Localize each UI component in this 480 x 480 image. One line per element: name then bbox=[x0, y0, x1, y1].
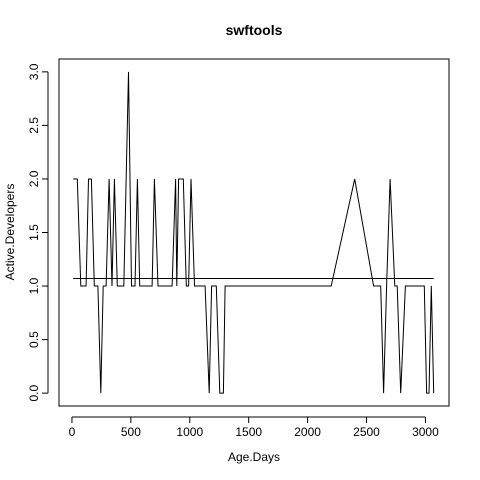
x-tick-label: 0 bbox=[69, 425, 76, 439]
x-tick-label: 3000 bbox=[412, 425, 439, 439]
y-axis-label: Active.Developers bbox=[3, 184, 17, 281]
chart-title: swftools bbox=[226, 22, 283, 38]
y-tick-label: 0.0 bbox=[27, 384, 41, 401]
y-tick-label: 2.0 bbox=[27, 170, 41, 187]
x-axis: 0 500 1000 1500 2000 2500 3000 bbox=[69, 416, 439, 439]
x-tick-label: 1500 bbox=[235, 425, 262, 439]
y-tick-label: 1.5 bbox=[27, 224, 41, 241]
x-axis-label: Age.Days bbox=[228, 450, 280, 464]
x-tick-label: 2000 bbox=[294, 425, 321, 439]
y-tick-label: 3.0 bbox=[27, 63, 41, 80]
y-tick-label: 0.5 bbox=[27, 331, 41, 348]
x-tick-label: 500 bbox=[121, 425, 141, 439]
y-tick-label: 1.0 bbox=[27, 277, 41, 294]
y-axis: 0.0 0.5 1.0 1.5 2.0 2.5 3.0 bbox=[27, 63, 49, 401]
x-tick-label: 1000 bbox=[176, 425, 203, 439]
x-tick-label: 2500 bbox=[353, 425, 380, 439]
series-line-active-developers bbox=[73, 71, 435, 394]
plot-frame bbox=[58, 58, 450, 407]
y-tick-label: 2.5 bbox=[27, 117, 41, 134]
